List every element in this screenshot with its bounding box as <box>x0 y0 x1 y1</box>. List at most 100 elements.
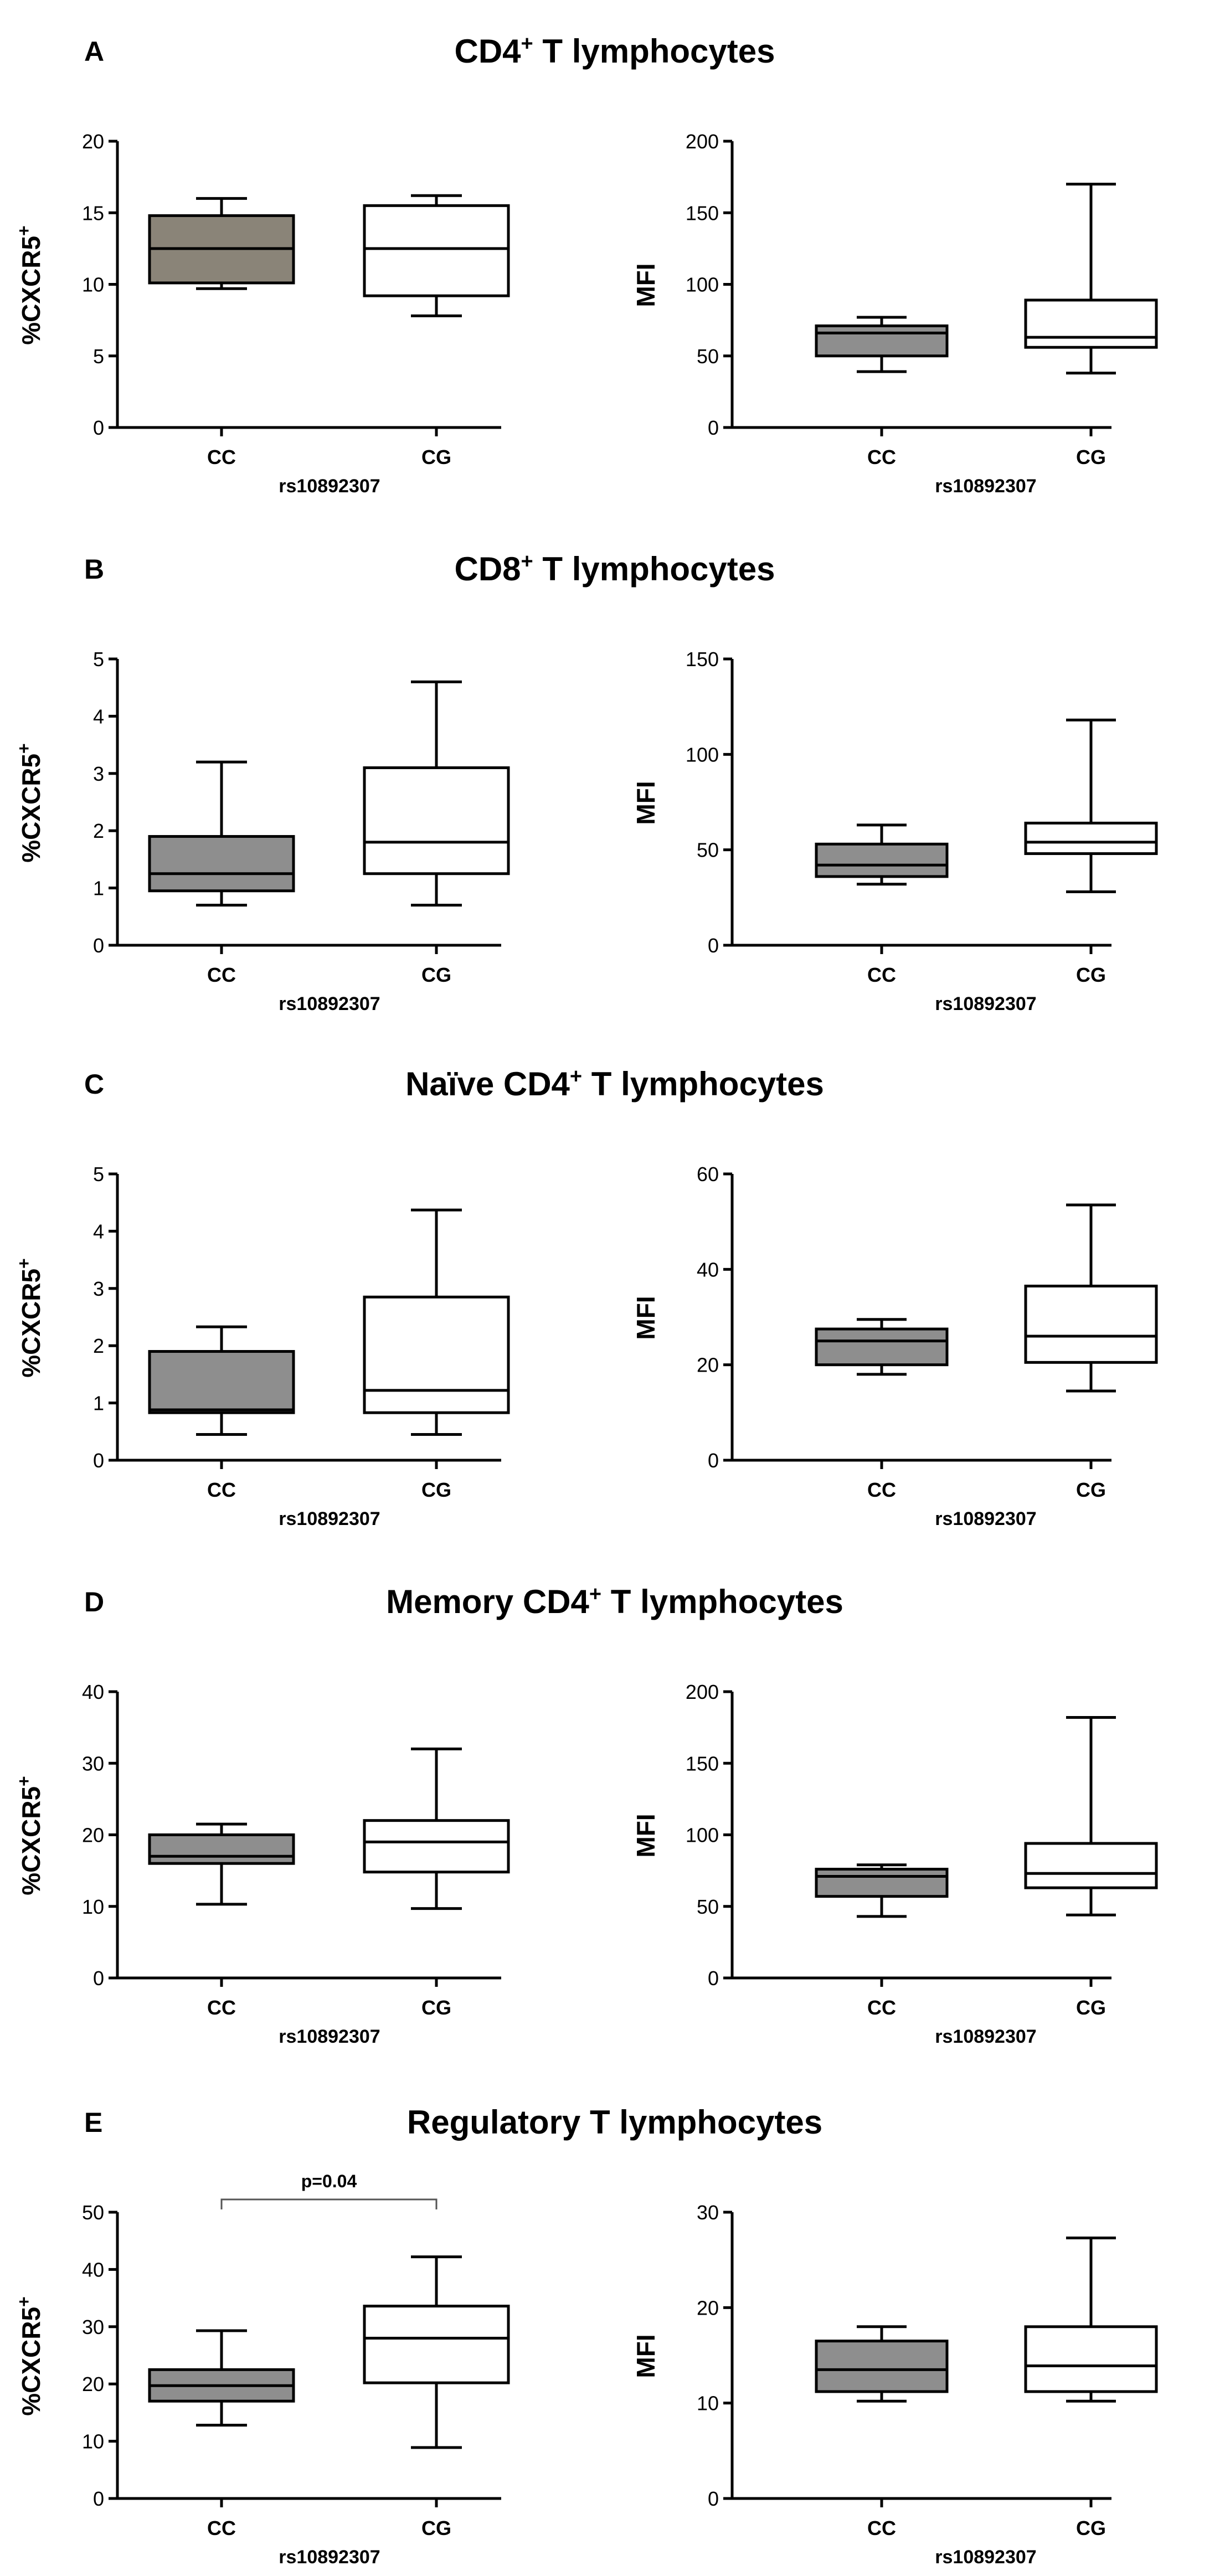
plot-mfi: 0 50 100 150 MFI CC CG rs10892307 <box>631 648 1158 1014</box>
y-tick-label: 3 <box>93 763 104 785</box>
category-label: CC <box>867 1996 896 2019</box>
category-label: CC <box>207 964 236 986</box>
box-cg: CG <box>363 2255 510 2539</box>
panel-d: D Memory CD4+ T lymphocytes010203040%CXCR… <box>14 1583 1158 2047</box>
iqr-box <box>1024 298 1158 349</box>
category-label: CC <box>207 1996 236 2019</box>
y-axis-label-main: %CXCR5 <box>17 2307 45 2416</box>
y-tick-label: 150 <box>686 648 719 671</box>
category-label: CC <box>867 1478 896 1501</box>
box-cg: CG <box>1024 718 1158 986</box>
y-tick-label: 40 <box>82 2258 104 2281</box>
y-tick-label: 200 <box>686 130 719 153</box>
y-tick-label: 2 <box>93 1335 104 1357</box>
box-cg: CG <box>1024 2237 1158 2539</box>
category-label: CG <box>1076 1478 1106 1501</box>
y-axis-label-main: MFI <box>631 263 660 307</box>
y-tick-label: 100 <box>686 1824 719 1847</box>
panel-title-main: Regulatory <box>407 2104 581 2141</box>
y-axis-label-superscript: + <box>14 1776 34 1786</box>
plot-cxcr5-percent: 0 5 10 15 20 %CXCR5+ CC CG rs10892307 <box>14 130 510 497</box>
box-cc: CC <box>148 760 295 986</box>
panel-title-rest: T lymphocytes <box>582 1065 824 1102</box>
panel-letter: A <box>84 36 104 67</box>
panel-title: Memory CD4+ T lymphocytes <box>386 1583 843 1620</box>
category-label: CG <box>1076 964 1106 986</box>
plot-mfi: 0 20 40 60 MFI CC CG rs10892307 <box>631 1163 1158 1529</box>
panel-letter: D <box>84 1586 104 1617</box>
y-axis-label: %CXCR5+ <box>14 2296 45 2416</box>
iqr-box <box>148 835 295 893</box>
y-tick-label: 0 <box>708 1449 719 1472</box>
y-tick-label: 10 <box>82 274 104 296</box>
box-cc: CC <box>815 1863 949 2019</box>
category-label: CC <box>867 964 896 986</box>
x-axis-label: rs10892307 <box>279 993 380 1014</box>
y-axis-label-main: %CXCR5 <box>17 754 45 863</box>
y-axis-label: MFI <box>631 1813 660 1857</box>
plot-mfi: 0 10 20 30 MFI CC CG rs10892307 <box>631 2201 1158 2568</box>
y-axis-label: MFI <box>631 781 660 825</box>
y-tick-label: 10 <box>697 2392 719 2415</box>
iqr-box <box>363 2305 510 2384</box>
box-cg: CG <box>363 680 510 986</box>
category-label: CG <box>421 2517 451 2539</box>
plot-cxcr5-percent: 0 10 20 30 40 50 %CXCR5+ CC CG rs10892307 p=0.04 <box>14 2171 510 2568</box>
box-cg: CG <box>1024 1203 1158 1501</box>
y-tick-label: 2 <box>93 820 104 842</box>
panel-title: Naïve CD4+ T lymphocytes <box>405 1065 824 1102</box>
x-axis-label: rs10892307 <box>279 1508 380 1529</box>
panel-title-superscript: + <box>589 1583 601 1606</box>
box-cg: CG <box>363 1747 510 2019</box>
y-axis-label: %CXCR5+ <box>14 1258 45 1378</box>
box-cc: CC <box>815 316 949 468</box>
y-tick-label: 10 <box>82 1895 104 1918</box>
category-label: CG <box>1076 446 1106 468</box>
y-tick-label: 10 <box>82 2430 104 2453</box>
y-axis-label: %CXCR5+ <box>14 743 45 863</box>
iqr-box <box>1024 1842 1158 1889</box>
y-tick-label: 20 <box>82 1824 104 1847</box>
y-tick-label: 0 <box>708 2487 719 2510</box>
y-axis-label: MFI <box>631 1296 660 1339</box>
panel-letter: C <box>84 1069 104 1100</box>
y-axis-label-superscript: + <box>14 2296 34 2307</box>
y-tick-label: 5 <box>93 345 104 368</box>
iqr-box <box>363 204 510 297</box>
y-tick-label: 0 <box>93 934 104 957</box>
panel-title-superscript: + <box>570 1065 582 1088</box>
box-cg: CG <box>363 1208 510 1501</box>
panel-title-rest: T lymphocytes <box>601 1583 843 1620</box>
panel-title-main: CD8 <box>454 550 521 588</box>
y-tick-label: 20 <box>82 130 104 153</box>
y-axis-label-main: MFI <box>631 781 660 825</box>
category-label: CC <box>207 1478 236 1501</box>
x-axis-label: rs10892307 <box>279 476 380 497</box>
y-axis-label-main: %CXCR5 <box>17 1786 45 1895</box>
y-tick-label: 0 <box>93 416 104 439</box>
plot-cxcr5-percent: 0 10 20 30 40 %CXCR5+ CC CG rs10892307 <box>14 1681 510 2047</box>
x-axis-label: rs10892307 <box>935 2547 1036 2568</box>
iqr-box <box>815 842 949 878</box>
y-axis-label: MFI <box>631 263 660 307</box>
category-label: CC <box>207 2517 236 2539</box>
y-axis-label-main: %CXCR5 <box>17 1269 45 1378</box>
y-tick-label: 20 <box>82 2373 104 2395</box>
y-tick-label: 0 <box>93 1967 104 1990</box>
y-tick-label: 0 <box>93 1449 104 1472</box>
box-cg: CG <box>1024 1716 1158 2019</box>
y-tick-label: 150 <box>686 202 719 224</box>
y-tick-label: 50 <box>82 2201 104 2224</box>
box-cc: CC <box>815 2325 949 2539</box>
y-tick-label: 40 <box>82 1681 104 1703</box>
category-label: CG <box>1076 1996 1106 2019</box>
panel-c: C Naïve CD4+ T lymphocytes012345%CXCR5+CC… <box>14 1065 1158 1529</box>
category-label: CG <box>421 446 451 468</box>
category-label: CC <box>867 2517 896 2539</box>
y-axis-label-superscript: + <box>14 1258 34 1269</box>
plot-mfi: 0 50 100 150 200 MFI CC CG rs10892307 <box>631 130 1158 497</box>
y-tick-label: 3 <box>93 1277 104 1300</box>
y-tick-label: 50 <box>697 1895 719 1918</box>
